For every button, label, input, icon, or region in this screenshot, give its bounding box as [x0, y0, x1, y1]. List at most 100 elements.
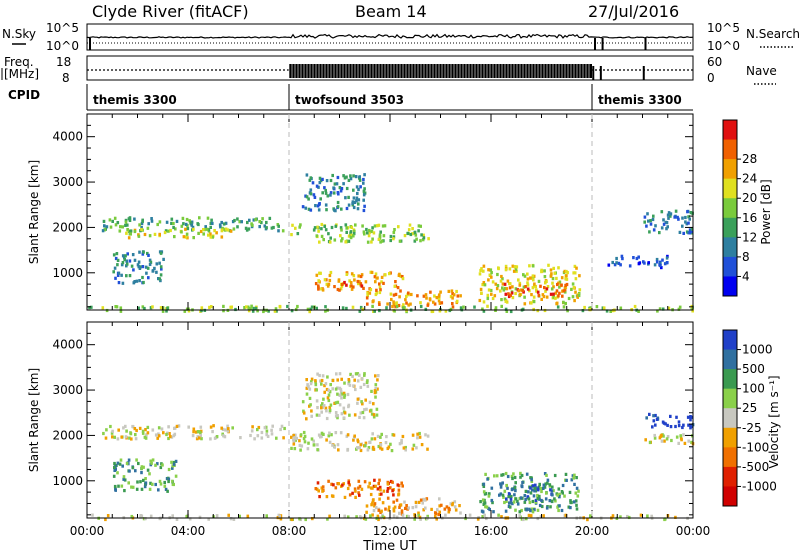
- echo-cell: [346, 447, 350, 452]
- echo-cell: [447, 510, 451, 514]
- echo-cell: [415, 446, 418, 450]
- echo-cell: [364, 441, 368, 445]
- echo-cell: [371, 501, 374, 505]
- echo-cell: [160, 427, 164, 431]
- echo-cell: [290, 233, 293, 237]
- echo-cell: [420, 233, 423, 237]
- echo-cell: [314, 383, 318, 387]
- echo-cell: [430, 309, 434, 314]
- echo-cell: [550, 499, 554, 503]
- echo-cell: [536, 488, 540, 492]
- echo-cell: [392, 514, 396, 518]
- echo-cell: [518, 281, 522, 285]
- echo-cell: [677, 424, 681, 428]
- echo-cell: [88, 306, 91, 310]
- echo-cell: [362, 208, 366, 213]
- echo-cell: [518, 514, 521, 518]
- colorbar-tick-label: -1000: [742, 479, 777, 493]
- echo-cell: [535, 288, 538, 292]
- nsky-line: [86, 33, 694, 39]
- echo-cell: [318, 176, 322, 180]
- echo-cell: [479, 287, 483, 291]
- echo-cell: [443, 507, 447, 511]
- echo-cell: [684, 220, 687, 224]
- echo-cell: [373, 275, 377, 279]
- echo-cell: [320, 486, 324, 490]
- echo-cell: [314, 204, 317, 208]
- echo-cell: [119, 225, 122, 229]
- echo-cell: [405, 301, 408, 305]
- echo-cell: [354, 387, 357, 392]
- echo-cell: [292, 434, 295, 438]
- echo-cell: [545, 287, 549, 291]
- echo-cell: [126, 252, 129, 256]
- echo-cell: [648, 230, 651, 234]
- echo-cell: [354, 223, 357, 227]
- echo-cell: [413, 239, 417, 243]
- echo-cell: [482, 482, 486, 486]
- echo-cell: [384, 441, 388, 445]
- echo-cell: [200, 306, 204, 310]
- echo-cell: [514, 287, 518, 291]
- echo-cell: [389, 486, 392, 490]
- echo-cell: [103, 228, 106, 232]
- echo-cell: [164, 229, 168, 233]
- echo-cell: [397, 273, 401, 277]
- echo-cell: [512, 500, 516, 504]
- echo-cell: [385, 435, 388, 439]
- echo-cell: [615, 256, 618, 261]
- echo-cell: [560, 276, 564, 280]
- echo-cell: [569, 506, 572, 510]
- echo-cell: [148, 258, 152, 262]
- echo-cell: [632, 256, 635, 260]
- echo-cell: [163, 484, 167, 488]
- echo-cell: [501, 493, 505, 497]
- echo-cell: [325, 208, 328, 212]
- echo-cell: [367, 485, 370, 489]
- echo-cell: [556, 282, 559, 287]
- echo-cell: [371, 432, 374, 436]
- echo-cell: [296, 232, 300, 236]
- echo-cell: [148, 472, 151, 476]
- echo-cell: [655, 417, 659, 421]
- echo-cell: [577, 293, 581, 298]
- echo-cell: [172, 221, 175, 226]
- echo-cell: [691, 309, 694, 313]
- echo-cell: [499, 492, 503, 496]
- echo-cell: [341, 306, 345, 310]
- echo-cell: [373, 478, 376, 482]
- echo-cell: [370, 389, 373, 393]
- echo-cell: [191, 225, 195, 229]
- freq-left-top: 18: [56, 55, 71, 69]
- echo-cell: [192, 427, 196, 431]
- echo-cell: [165, 220, 169, 224]
- echo-cell: [158, 220, 162, 224]
- echo-cell: [340, 228, 343, 232]
- echo-cell: [546, 285, 550, 289]
- echo-cell: [267, 309, 270, 313]
- echo-cell: [497, 513, 500, 517]
- echo-cell: [102, 431, 105, 436]
- echo-cell: [140, 225, 143, 230]
- echo-cell: [128, 216, 132, 220]
- echo-cell: [554, 499, 557, 503]
- echo-cell: [128, 274, 132, 278]
- echo-cell: [232, 227, 236, 231]
- echo-cell: [358, 446, 361, 450]
- echo-cell: [171, 514, 174, 518]
- echo-cell: [336, 443, 340, 447]
- echo-cell: [318, 271, 321, 275]
- echo-cell: [246, 514, 250, 518]
- echo-cell: [508, 282, 512, 286]
- echo-cell: [531, 499, 535, 504]
- echo-cell: [531, 264, 535, 268]
- echo-cell: [226, 228, 230, 232]
- echo-cell: [213, 229, 216, 233]
- echo-cell: [534, 500, 538, 504]
- echo-cell: [628, 264, 632, 268]
- echo-cell: [345, 206, 349, 211]
- colorbar-tick-label: 25: [742, 401, 757, 415]
- echo-cell: [102, 219, 106, 223]
- echo-cell: [343, 280, 346, 285]
- echo-cell: [377, 517, 380, 522]
